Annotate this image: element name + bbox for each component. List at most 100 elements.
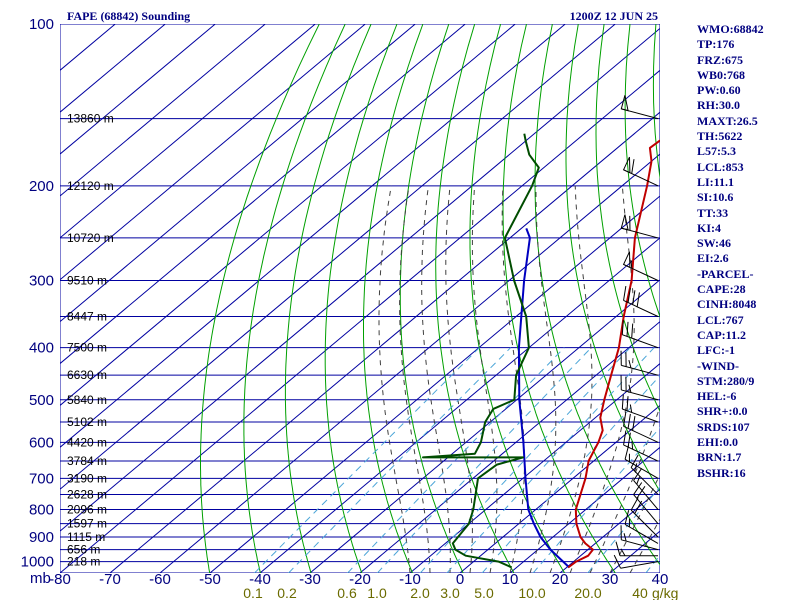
isotherm-line bbox=[60, 69, 660, 573]
index-item: SRDS:107 bbox=[697, 419, 750, 434]
mixing-ratio-tick-label: 40 bbox=[632, 585, 648, 600]
wind-barb bbox=[620, 375, 659, 401]
temperature-tick-label: -80 bbox=[49, 571, 71, 588]
moist-adiabat-line bbox=[378, 185, 411, 573]
mixing-ratio-tick-label: 20.0 bbox=[574, 585, 601, 600]
isotherm-line bbox=[60, 27, 660, 532]
index-item: BSHR:16 bbox=[697, 465, 746, 480]
wind-barb bbox=[624, 510, 659, 544]
index-item: KI:4 bbox=[697, 220, 721, 235]
temperature-tick-label: -70 bbox=[99, 571, 121, 588]
height-label: 13860 m bbox=[67, 112, 114, 126]
background-lines bbox=[60, 24, 800, 573]
dry-adiabat-line bbox=[760, 24, 800, 573]
wind-barb-staff bbox=[621, 389, 659, 401]
wind-barb-staff bbox=[620, 561, 659, 569]
index-item: FRZ:675 bbox=[697, 52, 743, 67]
dry-adiabat-line bbox=[534, 24, 660, 566]
parcel-line bbox=[517, 228, 570, 569]
wind-barb-feather bbox=[630, 497, 639, 511]
height-label: 7500 m bbox=[67, 341, 107, 355]
wind-barbs bbox=[613, 95, 659, 569]
index-item: CAP:11.2 bbox=[697, 327, 746, 342]
sounding-time: 1200Z 12 JUN 25 bbox=[570, 9, 658, 23]
index-item: TP:176 bbox=[697, 37, 735, 52]
wind-barb-feather bbox=[636, 476, 641, 485]
wind-barb-feather bbox=[632, 290, 636, 305]
index-item: LCL:853 bbox=[697, 159, 744, 174]
pressure-tick-label: 400 bbox=[29, 340, 54, 357]
wind-barb-feather bbox=[627, 432, 631, 448]
isotherm-line bbox=[509, 446, 660, 573]
index-item: -WIND- bbox=[697, 358, 739, 373]
wind-barb-staff bbox=[623, 444, 659, 462]
pressure-tick-label: 800 bbox=[29, 502, 54, 519]
index-item: PW:0.60 bbox=[697, 83, 741, 98]
pressure-tick-label: 900 bbox=[29, 529, 54, 546]
moist-adiabat-line bbox=[549, 185, 593, 573]
wind-barb-feather bbox=[632, 416, 636, 431]
mixing-ratio-tick-label: 10.0 bbox=[518, 585, 545, 600]
isotherm-line bbox=[60, 24, 566, 448]
height-label: 8447 m bbox=[67, 309, 107, 323]
pressure-tick-label: 300 bbox=[29, 273, 54, 290]
temperature-tick-label: 40 bbox=[652, 571, 669, 588]
wind-barb-feather bbox=[623, 411, 627, 427]
dry-adiabat-line bbox=[502, 24, 616, 573]
wind-barb-staff bbox=[633, 494, 659, 524]
dry-adiabat-line bbox=[785, 24, 800, 573]
height-label: 9510 m bbox=[67, 274, 107, 288]
temperature-line bbox=[567, 139, 660, 569]
dry-adiabat-line bbox=[284, 24, 372, 573]
isotherm-line bbox=[60, 24, 216, 155]
isotherm-line bbox=[60, 24, 466, 365]
wind-barb-staff bbox=[621, 539, 659, 551]
wind-barb-staff bbox=[623, 299, 659, 317]
wind-barb bbox=[615, 541, 658, 557]
index-item: SHR+:0.0 bbox=[697, 404, 748, 419]
pressure-tick-label: 100 bbox=[29, 16, 54, 33]
mixing-ratio-tick-label: 0.2 bbox=[277, 585, 297, 600]
height-label: 6630 m bbox=[67, 368, 107, 382]
temperature-tick-label: 20 bbox=[552, 571, 569, 588]
wind-barb-feather bbox=[624, 510, 630, 525]
wind-barb-feather bbox=[621, 394, 624, 410]
wind-barb-feather bbox=[631, 441, 634, 450]
wind-barb-feather bbox=[636, 486, 646, 499]
wind-barb bbox=[623, 430, 659, 462]
temperature-tick-label: -60 bbox=[149, 571, 171, 588]
wind-barb-feather bbox=[623, 430, 627, 446]
mixing-ratio-tick-label: 1.0 bbox=[367, 585, 387, 600]
index-item: LFC:-1 bbox=[697, 343, 735, 358]
mixing-ratio-tick-label: 5.0 bbox=[474, 585, 494, 600]
temperature-tick-label: -20 bbox=[349, 571, 371, 588]
temperature-tick-label: 10 bbox=[502, 571, 519, 588]
index-item: TH:5622 bbox=[697, 129, 743, 144]
wind-barb-feather bbox=[627, 288, 631, 303]
dry-adiabat-line bbox=[624, 24, 660, 319]
wind-barb-feather bbox=[621, 320, 624, 335]
isotherm-line bbox=[60, 24, 266, 197]
index-item: LI:11.1 bbox=[697, 174, 735, 189]
index-item: EHI:0.0 bbox=[697, 435, 739, 450]
wind-barb-feather bbox=[633, 482, 643, 495]
height-label: 4420 m bbox=[67, 435, 107, 449]
wind-barb-staff bbox=[633, 480, 659, 510]
pressure-tick-label: 1000 bbox=[21, 554, 54, 571]
wind-barb-feather bbox=[630, 454, 639, 468]
dry-adiabat-line bbox=[565, 24, 660, 493]
moist-adiabat-line bbox=[529, 185, 557, 573]
station-title: FAPE (68842) Sounding bbox=[67, 9, 190, 23]
temperature-tick-label: -40 bbox=[249, 571, 271, 588]
dry-adiabat-line bbox=[469, 24, 566, 573]
index-item: CAPE:28 bbox=[697, 282, 746, 297]
wind-barb-staff bbox=[630, 467, 659, 495]
dry-adiabat-line bbox=[324, 24, 398, 573]
wind-barb bbox=[621, 394, 659, 423]
pressure-tick-label: 500 bbox=[29, 392, 54, 409]
height-label: 10720 m bbox=[67, 231, 114, 245]
temperature-tick-label: 0 bbox=[456, 571, 464, 588]
wind-barb bbox=[624, 445, 659, 479]
moist-adiabat-line bbox=[399, 185, 431, 573]
